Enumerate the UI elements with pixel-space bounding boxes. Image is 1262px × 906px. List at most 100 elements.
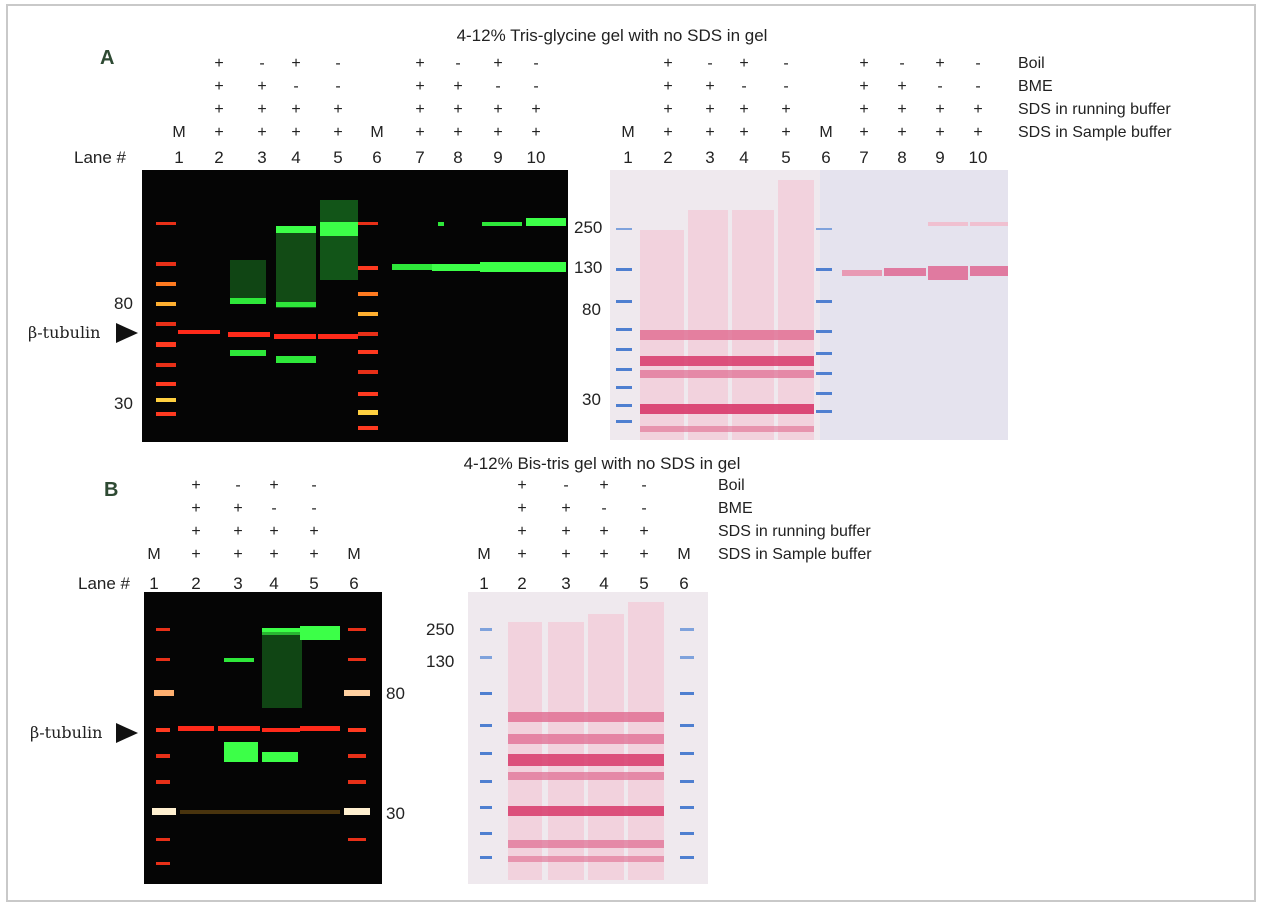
ladder-lane-6-b-blue: [680, 628, 694, 859]
sign-bme-lane-8: +: [453, 78, 463, 95]
band-green-b-lane-5-top: [300, 626, 340, 640]
band-green-lane-9-top: [482, 222, 522, 226]
band-tubulin-b-lane-5: [300, 726, 340, 731]
sign-sds_sample-lane-5: +: [333, 124, 343, 141]
sign-sds_running-lane-2: +: [214, 101, 224, 118]
ponceau-blot-a: [610, 170, 1008, 440]
ladder-lane-1-b-blue: [480, 628, 492, 859]
sign-boil-lane-5: -: [311, 477, 317, 494]
sign-sds_running-lane-3: +: [561, 523, 571, 540]
fluorescent-blot-a: [142, 170, 568, 442]
sign-sds_sample-lane-5: +: [781, 124, 791, 141]
sign-bme-lane-10: -: [975, 78, 981, 95]
band-tubulin-b-lane-3: [218, 726, 260, 731]
sign-bme-lane-3: +: [257, 78, 267, 95]
sign-sds_running-lane-10: +: [531, 101, 541, 118]
sign-bme-lane-9: -: [495, 78, 501, 95]
sign-sds_running-lane-3: +: [257, 101, 267, 118]
sign-sds_sample-lane-5: +: [309, 546, 319, 563]
lane-number-5: 5: [781, 148, 791, 167]
lane-number-5: 5: [333, 148, 343, 167]
lane-number-9: 9: [493, 148, 503, 167]
band-green-lane-10-top: [526, 218, 566, 226]
lane-number-4: 4: [291, 148, 301, 167]
sign-boil-lane-4: +: [269, 477, 279, 494]
sign-sds_sample-lane-6: M: [347, 546, 361, 563]
lane-number-2: 2: [663, 148, 673, 167]
sign-boil-lane-3: -: [707, 55, 713, 72]
band-green-lane-5-top: [320, 222, 358, 236]
mw-label-80-mid: 80: [582, 300, 601, 319]
sign-sds_sample-lane-1: M: [621, 124, 635, 141]
sign-sds_running-lane-4: +: [599, 523, 609, 540]
sign-bme-lane-8: +: [897, 78, 907, 95]
fluorescent-blot-b: [144, 592, 382, 884]
mw-label-250-b: 250: [426, 620, 455, 639]
sign-sds_running-lane-4: +: [269, 523, 279, 540]
mw-label-250-mid: 250: [574, 218, 603, 237]
panel-a-title: 4-12% Tris-glycine gel with no SDS in ge…: [456, 26, 768, 45]
sign-sds_sample-lane-3: +: [233, 546, 243, 563]
sign-bme-lane-5: -: [311, 500, 317, 517]
cond-sds-running: SDS in running buffer: [1018, 101, 1171, 118]
sign-sds_running-lane-5: +: [639, 523, 649, 540]
sign-bme-lane-4: -: [601, 500, 607, 517]
lane-number-2: 2: [517, 574, 527, 593]
band-green-lane-8-top: [438, 222, 444, 226]
sign-boil-lane-9: +: [493, 55, 503, 72]
lane-number-6: 6: [372, 148, 382, 167]
figure-frame: [6, 4, 1256, 902]
mw-label-30-b: 30: [386, 804, 405, 823]
sign-sds_running-lane-9: +: [493, 101, 503, 118]
lane-number-3: 3: [561, 574, 571, 593]
panel-b-letter: B: [104, 479, 119, 501]
mw-label-80-b: 80: [386, 684, 405, 703]
sign-sds_sample-lane-1: M: [172, 124, 186, 141]
sign-boil-lane-10: -: [975, 55, 981, 72]
sign-bme-lane-3: +: [561, 500, 571, 517]
sign-sds_running-lane-5: +: [309, 523, 319, 540]
sign-sds_sample-lane-4: +: [739, 124, 749, 141]
band-tubulin-lane-3: [228, 332, 270, 337]
band-green-b-lane-4-top: [262, 628, 302, 635]
sign-boil-lane-2: +: [517, 477, 527, 494]
sign-bme-lane-9: -: [937, 78, 943, 95]
smear-lane-3: [230, 260, 266, 300]
sign-sds_sample-lane-5: +: [639, 546, 649, 563]
cond-sds-running-b: SDS in running buffer: [718, 523, 871, 540]
lane-number-10: 10: [968, 148, 988, 167]
sign-bme-lane-4: -: [741, 78, 747, 95]
band-green-lane-7: [392, 264, 432, 270]
cond-bme: BME: [1018, 78, 1053, 95]
lane-number-7: 7: [859, 148, 869, 167]
band-green-lane-4: [276, 302, 316, 307]
sign-sds_sample-lane-6: M: [677, 546, 691, 563]
ladder-lane-6-blue: [816, 228, 832, 413]
lane-number-3: 3: [257, 148, 267, 167]
sign-sds_running-lane-3: +: [705, 101, 715, 118]
cond-sds-sample-b: SDS in Sample buffer: [718, 546, 872, 563]
sign-boil-lane-3: -: [259, 55, 265, 72]
band-green-b-lane-3: [224, 742, 258, 762]
sign-sds_running-lane-5: +: [333, 101, 343, 118]
sign-sds_running-lane-4: +: [739, 101, 749, 118]
sign-boil-lane-5: -: [641, 477, 647, 494]
sign-boil-lane-8: -: [899, 55, 905, 72]
sign-sds_sample-lane-9: +: [493, 124, 503, 141]
cond-bme-b: BME: [718, 500, 753, 517]
band-tubulin-b-lane-4: [262, 728, 300, 732]
ponceau-lanes-7-10: [842, 222, 1008, 280]
sign-boil-lane-5: -: [783, 55, 789, 72]
mw-label-130-b: 130: [426, 652, 455, 671]
sign-bme-lane-5: -: [783, 78, 789, 95]
sign-boil-lane-7: +: [859, 55, 869, 72]
band-green-lane-3: [230, 298, 266, 304]
sign-bme-lane-4: -: [271, 500, 277, 517]
sign-bme-lane-5: -: [641, 500, 647, 517]
cond-boil: Boil: [1018, 55, 1045, 72]
sign-boil-lane-2: +: [214, 55, 224, 72]
ponceau-blot-b: [468, 592, 708, 884]
mw-label-130-mid: 130: [574, 258, 603, 277]
faint-band-b: [180, 810, 340, 814]
ladder-lane-1-b: [152, 628, 176, 865]
